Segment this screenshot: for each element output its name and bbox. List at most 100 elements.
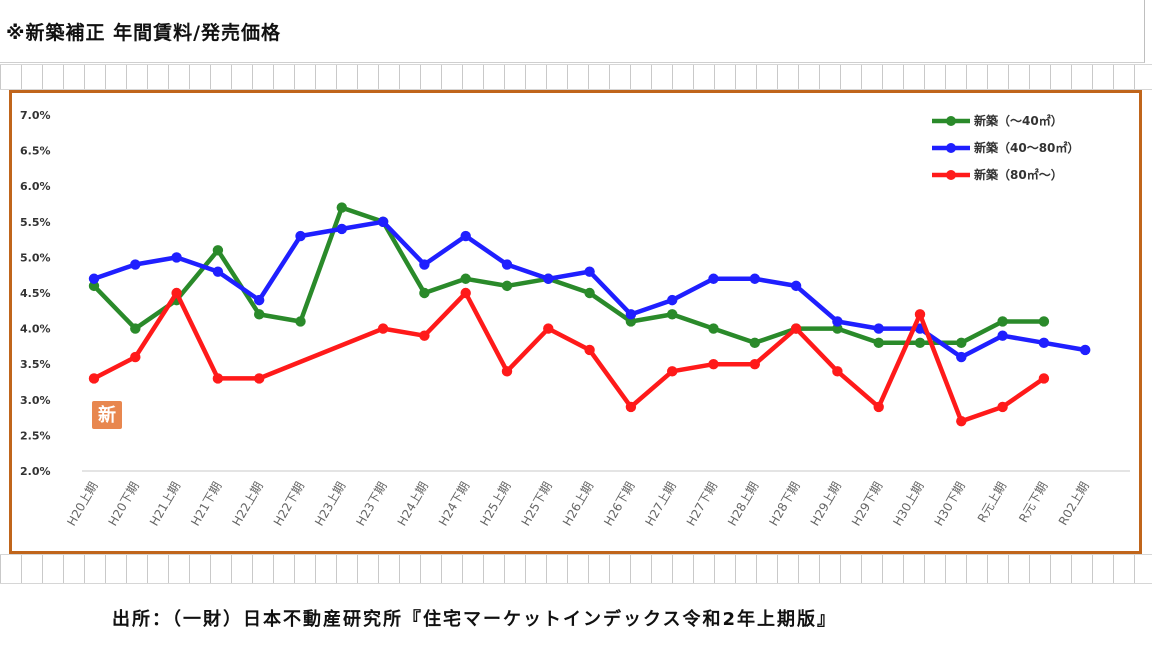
series-line [92, 290, 1046, 424]
data-point [254, 373, 265, 384]
data-point [584, 266, 595, 277]
x-tick-label: H25下期 [519, 480, 555, 529]
x-tick-label: H21上期 [147, 480, 183, 529]
x-tick-label: H21下期 [188, 480, 224, 529]
series-1 [88, 202, 1050, 349]
legend-swatch-marker [946, 116, 956, 126]
x-axis: H20上期 H20下期 H21上期 H21下期 H22上期 H22下期 H23上期 H23下期… [64, 480, 1091, 529]
x-tick-label: H30上期 [890, 480, 926, 529]
data-point [419, 330, 430, 341]
data-point [1038, 373, 1050, 384]
x-tick-label: R元上期 [975, 480, 1009, 525]
x-tick-label: H23下期 [353, 480, 389, 529]
legend-swatch-marker [946, 170, 956, 180]
source-note: 出所：（一財）日本不動産研究所『住宅マーケットインデックス令和2年上期版』 [112, 609, 837, 630]
y-tick-label: 3.5% [20, 358, 51, 371]
data-point [88, 373, 100, 384]
data-point [667, 294, 678, 306]
data-point [460, 287, 471, 299]
y-tick-label: 7.0% [20, 109, 51, 122]
data-point [212, 266, 224, 277]
data-point [667, 366, 678, 377]
badge-box [92, 401, 122, 429]
x-tick-label: H29上期 [808, 480, 844, 529]
x-tick-label: R02上期 [1056, 480, 1092, 528]
data-point [543, 273, 554, 284]
data-point [914, 309, 926, 320]
series-3 [88, 287, 1050, 427]
series-2 [88, 216, 1091, 363]
x-tick-label: H22下期 [271, 480, 307, 529]
data-point [212, 245, 224, 256]
data-point [873, 337, 884, 349]
data-point [212, 373, 224, 384]
legend: 新築（～40㎡） 新築（40～80㎡） 新築（80㎡～） [932, 113, 1079, 182]
y-tick-label: 2.0% [20, 465, 51, 478]
x-tick-label: H25上期 [477, 480, 513, 529]
data-point [460, 230, 471, 242]
data-point [88, 273, 100, 284]
data-point [295, 230, 306, 242]
x-tick-label: H27下期 [684, 480, 720, 529]
data-point [419, 259, 430, 270]
data-point [501, 366, 513, 377]
data-point [501, 280, 513, 292]
legend-label: 新築（80㎡～） [974, 167, 1063, 182]
data-point [832, 323, 843, 334]
legend-swatch-marker [946, 143, 956, 153]
x-tick-label: H24上期 [395, 480, 431, 529]
data-point [377, 323, 389, 334]
data-point [790, 323, 802, 334]
y-tick-label: 6.0% [20, 180, 51, 193]
x-tick-label: H20下期 [106, 480, 142, 529]
data-point [130, 259, 141, 270]
x-tick-label: H28下期 [766, 480, 802, 529]
data-point [336, 202, 347, 213]
data-point [584, 287, 595, 299]
data-point [377, 216, 389, 227]
x-tick-label: H24下期 [436, 480, 472, 529]
x-tick-label: H26上期 [560, 480, 596, 529]
data-point [625, 316, 637, 327]
data-point [1080, 344, 1091, 356]
data-point [749, 337, 760, 349]
data-point [543, 323, 554, 334]
data-point [914, 337, 926, 349]
y-tick-label: 6.5% [20, 145, 51, 158]
legend-label: 新築（40～80㎡） [974, 140, 1079, 155]
data-point [584, 344, 595, 356]
x-tick-label: H26下期 [601, 480, 637, 529]
data-point [501, 259, 513, 270]
y-tick-label: 4.0% [20, 323, 51, 336]
data-point [749, 359, 760, 370]
x-tick-label: R元下期 [1016, 480, 1050, 525]
data-point [254, 309, 265, 320]
data-point [254, 294, 265, 306]
series-layer [88, 202, 1091, 427]
data-point [956, 415, 967, 427]
data-point [749, 273, 760, 284]
new-badge: 新 [92, 401, 122, 429]
data-point [997, 330, 1008, 341]
legend-label: 新築（～40㎡） [974, 113, 1063, 128]
data-point [1038, 337, 1050, 349]
data-point [460, 273, 471, 284]
data-point [88, 280, 100, 292]
x-tick-label: H27上期 [643, 480, 679, 529]
y-tick-label: 5.5% [20, 216, 51, 229]
data-point [171, 252, 182, 263]
data-point [625, 401, 637, 413]
page-title: ※新築補正 年間賃料/発売価格 [6, 22, 282, 44]
y-tick-label: 2.5% [20, 429, 51, 442]
x-tick-label: H28上期 [725, 480, 761, 529]
spreadsheet-grid-bottom [0, 554, 1152, 584]
y-tick-label: 3.0% [20, 394, 51, 407]
data-point [790, 280, 802, 292]
data-point [130, 351, 141, 363]
title-frame [0, 0, 1145, 63]
data-point [956, 351, 967, 363]
data-point [873, 401, 884, 413]
data-point [956, 337, 967, 349]
data-point [997, 316, 1008, 327]
data-point [171, 287, 182, 299]
